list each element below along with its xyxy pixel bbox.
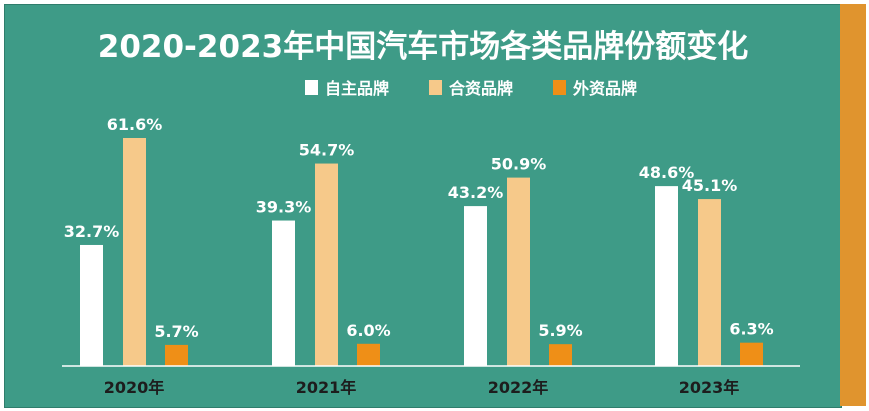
decorative-side-stripe <box>840 4 866 406</box>
data-label-2021-series-1: 39.3% <box>256 198 312 217</box>
legend-swatch-2 <box>429 80 442 95</box>
bar-2023-series-2 <box>698 199 721 366</box>
bar-2023-series-1 <box>655 186 678 366</box>
x-tick-label-3: 2022年 <box>488 378 549 397</box>
legend: 自主品牌 合资品牌 外资品牌 <box>305 79 637 98</box>
data-label-2020-series-2: 61.6% <box>107 115 163 134</box>
data-label-2021-series-2: 54.7% <box>299 141 355 160</box>
legend-label-2: 合资品牌 <box>449 79 513 98</box>
data-label-2021-series-3: 6.0% <box>346 321 390 340</box>
legend-swatch-3 <box>553 80 566 95</box>
x-axis-ticks: 2020年 2021年 2022年 2023年 <box>104 378 740 397</box>
bar-2022-series-3 <box>549 344 572 366</box>
bars-group: 32.7% 61.6% 5.7% 39.3% 54.7% 6.0% 43.2% 50.9% 5.… <box>64 115 774 366</box>
bar-2021-series-3 <box>357 343 380 366</box>
data-label-2020-series-1: 32.7% <box>64 222 120 241</box>
bar-2021-series-1 <box>272 220 295 366</box>
data-label-2023-series-2: 45.1% <box>682 176 738 195</box>
x-tick-label-2: 2021年 <box>296 378 357 397</box>
data-label-2023-series-1: 48.6% <box>639 163 695 182</box>
data-label-2022-series-3: 5.9% <box>538 321 582 340</box>
data-label-2022-series-2: 50.9% <box>491 155 547 174</box>
bar-2022-series-2 <box>507 177 530 366</box>
chart-title: 2020-2023年中国汽车市场各类品牌份额变化 <box>98 29 748 65</box>
legend-swatch-1 <box>305 80 318 95</box>
bar-2023-series-3 <box>740 342 763 366</box>
legend-label-3: 外资品牌 <box>572 79 637 98</box>
bar-2022-series-1 <box>464 206 487 366</box>
legend-label-1: 自主品牌 <box>325 79 389 98</box>
data-label-2022-series-1: 43.2% <box>448 183 504 202</box>
bar-2020-series-1 <box>80 244 103 366</box>
bar-2021-series-2 <box>315 163 338 366</box>
x-tick-label-4: 2023年 <box>679 378 740 397</box>
data-label-2020-series-3: 5.7% <box>154 322 198 341</box>
data-label-2023-series-3: 6.3% <box>729 320 773 339</box>
bar-2020-series-2 <box>123 138 146 366</box>
x-tick-label-1: 2020年 <box>104 378 165 397</box>
bar-2020-series-3 <box>165 344 188 366</box>
